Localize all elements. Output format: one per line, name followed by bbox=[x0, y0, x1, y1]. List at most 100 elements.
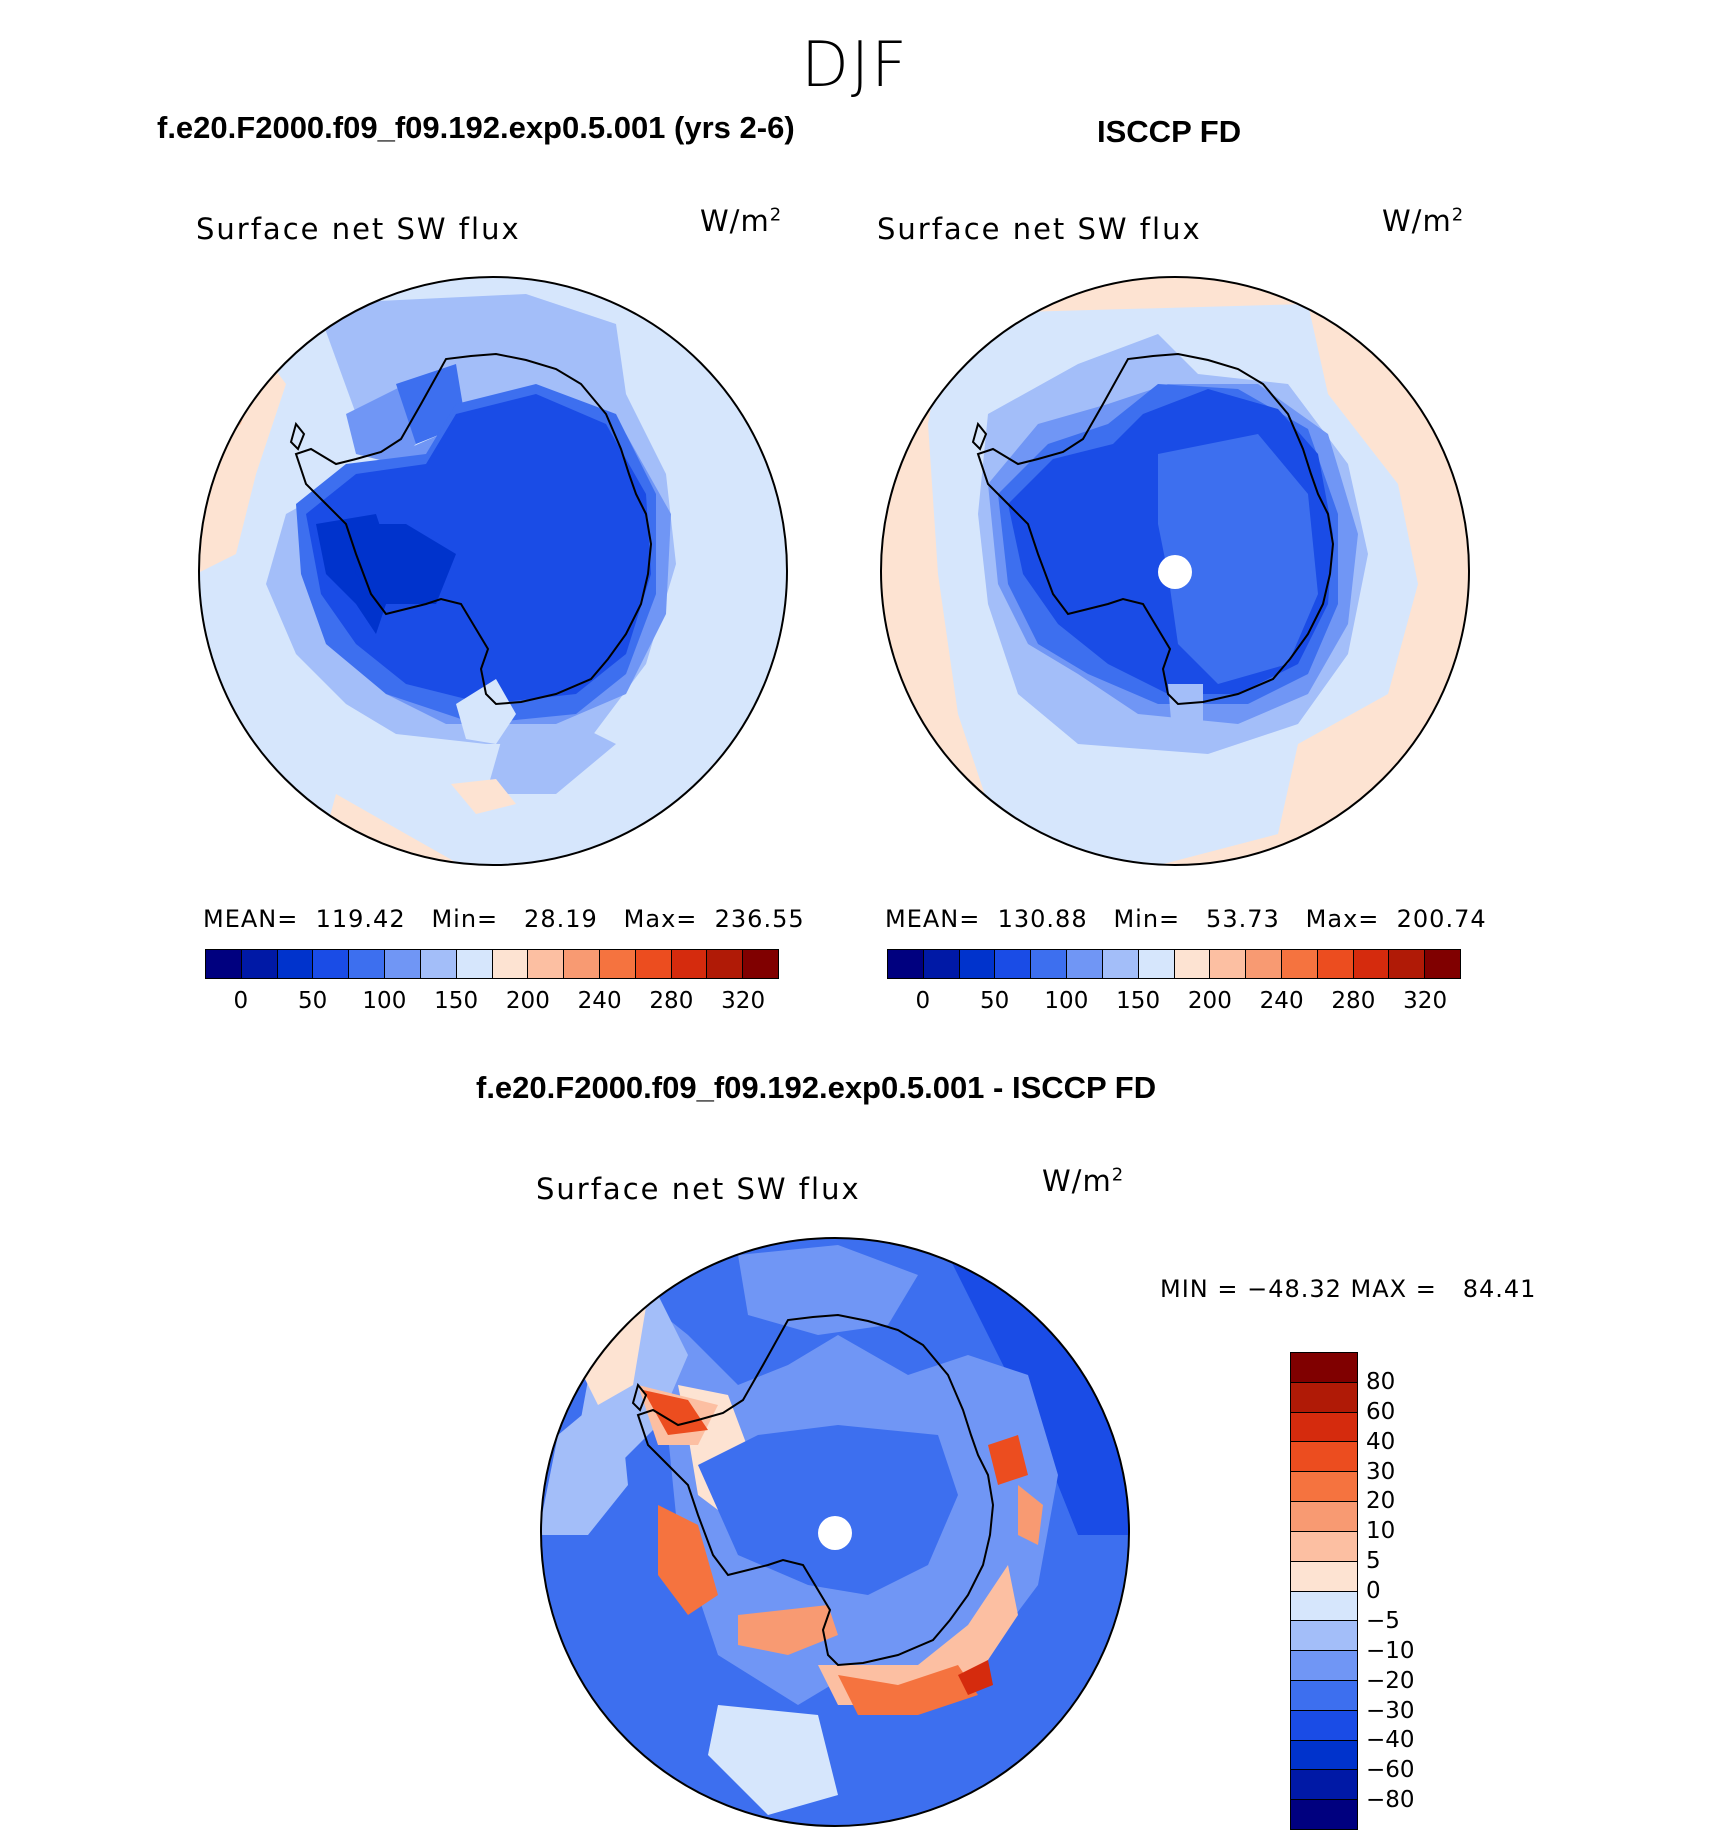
obs-colorbar-tick-label: 240 bbox=[1259, 988, 1304, 1014]
model-colorbar-cell-5 bbox=[385, 950, 421, 978]
diff-pole-hole bbox=[818, 1516, 852, 1550]
diff-colorbar-tick-label: 10 bbox=[1366, 1518, 1396, 1545]
obs-colorbar-cell-1 bbox=[923, 950, 960, 978]
diff-colorbar-cell-12 bbox=[1291, 1710, 1357, 1741]
model-units-base: W/m bbox=[700, 204, 770, 238]
model-ross-ice-light bbox=[456, 679, 516, 744]
diff-colorbar-cell-2 bbox=[1291, 1412, 1357, 1443]
model-colorbar bbox=[205, 949, 779, 979]
model-colorbar-tick-label: 200 bbox=[505, 988, 550, 1014]
diff-hot-west-coast bbox=[658, 1505, 718, 1615]
model-colorbar-cell-8 bbox=[492, 950, 529, 978]
obs-panel-title: ISCCP FD bbox=[1097, 114, 1242, 149]
model-panel-title: f.e20.F2000.f09_f09.192.exp0.5.001 (yrs … bbox=[157, 110, 795, 145]
diff-colorbar-tick-label: 5 bbox=[1366, 1548, 1381, 1575]
model-colorbar-tick-label: 50 bbox=[297, 988, 328, 1014]
model-colorbar-cell-11 bbox=[599, 950, 636, 978]
obs-colorbar-cell-15 bbox=[1425, 950, 1460, 978]
diff-ice-interior bbox=[698, 1425, 958, 1595]
diff-map-border bbox=[540, 1237, 1130, 1827]
model-colorbar-cell-10 bbox=[564, 950, 600, 978]
obs-pole-hole bbox=[1158, 555, 1192, 589]
obs-colorbar-cell-4 bbox=[1031, 950, 1068, 978]
model-units-exponent: 2 bbox=[769, 204, 783, 226]
diff-colorbar-tick-label: 30 bbox=[1366, 1458, 1396, 1485]
model-variable-label: Surface net SW flux bbox=[196, 212, 521, 246]
diff-colorbar-tick-label: −10 bbox=[1366, 1637, 1415, 1664]
diff-colorbar-tick-label: −60 bbox=[1366, 1757, 1415, 1784]
diff-colorbar-tick-label: 80 bbox=[1366, 1368, 1396, 1395]
model-colorbar-tick-label: 320 bbox=[721, 988, 766, 1014]
diff-colorbar-cell-13 bbox=[1291, 1740, 1357, 1771]
diff-hot-south-coast bbox=[838, 1665, 978, 1715]
diff-colorbar-tick-label: −20 bbox=[1366, 1667, 1415, 1694]
model-ice-sheet-fill bbox=[306, 394, 651, 704]
model-colorbar-cell-14 bbox=[707, 950, 744, 978]
diff-colorbar-tick-label: −30 bbox=[1366, 1697, 1415, 1724]
model-colorbar-cell-13 bbox=[671, 950, 708, 978]
obs-colorbar-tick-label: 280 bbox=[1331, 988, 1376, 1014]
diff-panel-title: f.e20.F2000.f09_f09.192.exp0.5.001 - ISC… bbox=[476, 1070, 1157, 1105]
diff-stats: MIN = −48.32 MAX = 84.41 bbox=[1160, 1275, 1537, 1303]
model-map-border bbox=[198, 276, 788, 866]
model-colorbar-tick-label: 0 bbox=[233, 988, 249, 1014]
model-polar-map bbox=[198, 276, 788, 866]
diff-colorbar-cell-3 bbox=[1291, 1442, 1357, 1473]
obs-colorbar-cell-14 bbox=[1389, 950, 1426, 978]
model-colorbar-cell-6 bbox=[420, 950, 457, 978]
obs-colorbar-tick-label: 100 bbox=[1044, 988, 1089, 1014]
obs-variable-label: Surface net SW flux bbox=[877, 212, 1202, 246]
model-colorbar-cell-7 bbox=[456, 950, 493, 978]
diff-colorbar-ticks: 80 60 40 30 20 10 5 0 −5 −10 −20 −30 −40 −60 −80 bbox=[1366, 1352, 1446, 1830]
obs-colorbar-tick-label: 50 bbox=[979, 988, 1010, 1014]
diff-colorbar bbox=[1290, 1352, 1358, 1830]
diff-colorbar-tick-label: 40 bbox=[1366, 1428, 1396, 1455]
diff-polar-map bbox=[540, 1237, 1130, 1827]
model-light-blue-south bbox=[486, 724, 616, 794]
diff-colorbar-cell-10 bbox=[1291, 1651, 1357, 1681]
diff-warm-ross-coast bbox=[738, 1605, 838, 1655]
diff-hottest-south bbox=[958, 1660, 993, 1695]
obs-colorbar-cell-8 bbox=[1174, 950, 1211, 978]
diff-variable-label: Surface net SW flux bbox=[536, 1172, 861, 1206]
diff-colorbar-tick-label: 20 bbox=[1366, 1488, 1396, 1515]
diff-colorbar-cell-11 bbox=[1291, 1680, 1357, 1711]
model-colorbar-ticks: 0 50 100 150 200 240 280 320 bbox=[205, 988, 779, 1018]
obs-colorbar-ticks: 0 50 100 150 200 240 280 320 bbox=[887, 988, 1461, 1018]
model-colorbar-tick-label: 280 bbox=[649, 988, 694, 1014]
model-antarctica-coastline bbox=[294, 352, 653, 706]
obs-colorbar-cell-0 bbox=[888, 950, 924, 978]
diff-hot-east bbox=[988, 1435, 1028, 1485]
obs-polar-map bbox=[880, 276, 1470, 866]
obs-stats: MEAN= 130.88 Min= 53.73 Max= 200.74 bbox=[885, 905, 1487, 933]
diff-units-base: W/m bbox=[1042, 1164, 1112, 1198]
model-colorbar-tick-label: 150 bbox=[434, 988, 479, 1014]
obs-east-plateau bbox=[1158, 434, 1318, 684]
diff-antarctica-coastline bbox=[636, 1313, 995, 1667]
model-colorbar-cell-1 bbox=[241, 950, 278, 978]
model-darkest-center bbox=[346, 524, 456, 604]
obs-colorbar-cell-11 bbox=[1281, 950, 1318, 978]
obs-colorbar-cell-13 bbox=[1353, 950, 1390, 978]
obs-colorbar-cell-9 bbox=[1210, 950, 1247, 978]
obs-colorbar-cell-10 bbox=[1246, 950, 1282, 978]
model-peninsula-tip bbox=[289, 421, 306, 451]
obs-map-border bbox=[880, 276, 1470, 866]
obs-colorbar-cell-12 bbox=[1317, 950, 1354, 978]
diff-colorbar-cell-6 bbox=[1291, 1531, 1357, 1562]
obs-units-label: W/m2 bbox=[1382, 204, 1464, 238]
figure-season-title: DJF bbox=[801, 28, 909, 101]
model-warm-patch-west bbox=[199, 344, 286, 574]
diff-peninsula-tip bbox=[631, 1382, 648, 1412]
diff-colorbar-cell-15 bbox=[1291, 1800, 1357, 1829]
obs-ross-ice-patch bbox=[1168, 684, 1203, 744]
diff-warm-east bbox=[1018, 1485, 1043, 1545]
diff-hot-peninsula bbox=[643, 1390, 708, 1435]
obs-colorbar-cell-5 bbox=[1067, 950, 1103, 978]
model-colorbar-cell-15 bbox=[743, 950, 778, 978]
diff-colorbar-cell-5 bbox=[1291, 1502, 1357, 1532]
model-ross-warm bbox=[451, 779, 516, 814]
diff-colorbar-cell-4 bbox=[1291, 1472, 1357, 1503]
diff-colorbar-tick-label: −80 bbox=[1366, 1787, 1415, 1814]
obs-colorbar-tick-label: 0 bbox=[915, 988, 931, 1014]
